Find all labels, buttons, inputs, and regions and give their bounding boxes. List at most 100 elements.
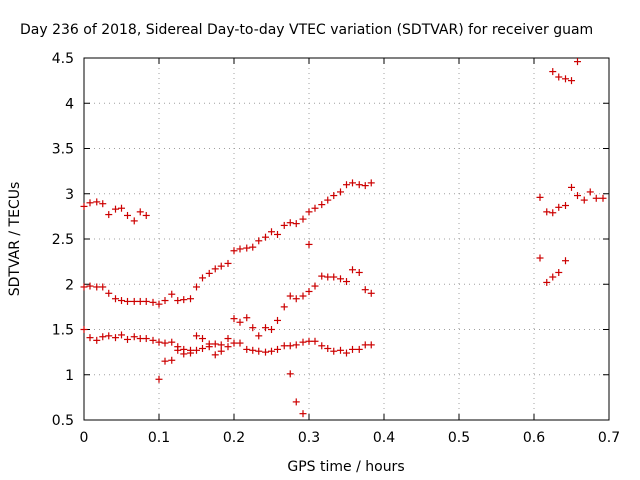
data-point-sat-d bbox=[155, 375, 163, 383]
data-point-sat-e bbox=[286, 370, 294, 378]
x-tick-label: 0.4 bbox=[373, 430, 395, 446]
data-point-sat-h bbox=[555, 73, 563, 81]
data-point-sat-d bbox=[211, 351, 219, 359]
data-point-sat-b bbox=[236, 245, 244, 253]
data-point-sat-b bbox=[155, 300, 163, 308]
data-point-sat-b bbox=[299, 215, 307, 223]
data-point-sat-c bbox=[299, 338, 307, 346]
data-point-sat-b bbox=[243, 244, 251, 252]
data-point-sat-b bbox=[187, 295, 194, 303]
data-point-sat-b bbox=[161, 297, 169, 305]
data-point-sat-b bbox=[99, 283, 107, 291]
data-point-sat-b bbox=[93, 283, 101, 291]
data-point-sat-a bbox=[105, 211, 113, 219]
data-point-sat-f bbox=[599, 194, 607, 202]
x-tick-label: 0.6 bbox=[523, 430, 545, 446]
data-point-sat-d bbox=[330, 273, 338, 281]
data-point-sat-e bbox=[305, 240, 313, 248]
data-point-sat-b bbox=[224, 259, 232, 267]
y-tick-label: 4 bbox=[65, 96, 74, 112]
chart-title: Day 236 of 2018, Sidereal Day-to-day VTE… bbox=[20, 22, 593, 38]
data-point-sat-d bbox=[324, 273, 332, 281]
data-point-sat-f bbox=[549, 209, 557, 217]
data-point-sat-d bbox=[280, 303, 288, 311]
x-tick-label: 0.1 bbox=[148, 430, 170, 446]
data-point-sat-b bbox=[268, 228, 275, 236]
data-point-sat-c bbox=[243, 345, 251, 353]
data-point-sat-c bbox=[262, 348, 269, 356]
data-point-sat-c bbox=[230, 339, 238, 347]
data-point-sat-d bbox=[305, 287, 313, 295]
y-tick-labels: 0.5 1 1.5 2 2.5 3 3.5 4 4.5 bbox=[52, 51, 74, 429]
data-point-sat-c bbox=[217, 341, 225, 349]
data-point-sat-c bbox=[149, 336, 157, 344]
x-tick-label: 0.7 bbox=[598, 430, 620, 446]
data-point-sat-f bbox=[536, 193, 544, 201]
data-point-sat-b bbox=[361, 182, 369, 190]
data-point-sat-d bbox=[268, 326, 275, 333]
data-point-sat-a bbox=[124, 211, 131, 219]
data-point-sat-b bbox=[292, 220, 300, 228]
data-point-sat-b bbox=[118, 297, 125, 305]
data-point-sat-c bbox=[118, 331, 125, 339]
y-tick-label: 2 bbox=[65, 277, 74, 293]
data-point-sat-c bbox=[193, 346, 200, 354]
data-point-sat-c bbox=[80, 326, 88, 333]
data-point-sat-d bbox=[230, 315, 238, 323]
data-point-sat-b bbox=[199, 274, 206, 282]
data-point-sat-c bbox=[155, 338, 163, 346]
data-point-sat-c bbox=[349, 345, 356, 353]
data-points bbox=[80, 58, 607, 418]
data-point-sat-b bbox=[349, 179, 356, 187]
data-point-sat-c bbox=[199, 345, 206, 353]
data-point-sat-c bbox=[99, 333, 107, 341]
data-point-sat-d bbox=[180, 350, 188, 358]
y-tick-label: 0.5 bbox=[52, 413, 74, 429]
data-point-sat-c bbox=[224, 343, 232, 351]
y-tick-label: 3.5 bbox=[52, 142, 74, 158]
data-point-sat-b bbox=[211, 265, 219, 273]
data-point-sat-c bbox=[211, 340, 219, 348]
x-tick-label: 0.3 bbox=[298, 430, 320, 446]
data-point-sat-d bbox=[355, 268, 363, 276]
data-point-sat-c bbox=[292, 341, 300, 349]
grid-lines bbox=[84, 58, 609, 420]
data-point-sat-c bbox=[280, 342, 288, 350]
data-point-sat-a bbox=[118, 204, 125, 212]
data-point-sat-d bbox=[361, 286, 369, 294]
x-tick-label: 0.2 bbox=[223, 430, 245, 446]
y-tick-label: 3 bbox=[65, 187, 74, 203]
data-point-sat-f bbox=[586, 188, 594, 196]
data-point-sat-b bbox=[124, 297, 131, 305]
data-point-sat-f bbox=[574, 192, 581, 200]
data-point-sat-c bbox=[324, 345, 332, 353]
data-point-sat-b bbox=[311, 204, 319, 212]
data-point-sat-c bbox=[337, 346, 344, 354]
data-point-sat-b bbox=[174, 297, 182, 305]
data-point-sat-b bbox=[230, 247, 238, 255]
data-point-sat-d bbox=[224, 335, 232, 343]
data-point-sat-d bbox=[161, 357, 169, 365]
x-axis-label: GPS time / hours bbox=[287, 459, 404, 475]
data-point-sat-c bbox=[168, 338, 176, 346]
data-point-sat-d bbox=[367, 289, 375, 297]
data-point-sat-d bbox=[236, 318, 244, 326]
data-point-sat-c bbox=[93, 336, 101, 344]
data-point-sat-c bbox=[105, 332, 113, 340]
data-point-sat-f bbox=[562, 202, 569, 210]
data-point-sat-c bbox=[130, 333, 138, 341]
data-point-sat-d bbox=[299, 292, 307, 300]
data-point-sat-b bbox=[330, 192, 338, 200]
data-point-sat-d bbox=[187, 349, 194, 357]
data-point-sat-b bbox=[112, 295, 119, 303]
data-point-sat-g bbox=[555, 268, 563, 276]
data-point-sat-d bbox=[286, 292, 294, 300]
data-point-sat-d bbox=[311, 282, 319, 290]
data-point-sat-b bbox=[217, 262, 225, 270]
data-point-sat-d bbox=[193, 332, 200, 340]
data-point-sat-b bbox=[367, 179, 375, 187]
data-point-sat-f bbox=[568, 183, 575, 191]
data-point-sat-h bbox=[568, 77, 575, 85]
data-point-sat-b bbox=[255, 237, 263, 245]
